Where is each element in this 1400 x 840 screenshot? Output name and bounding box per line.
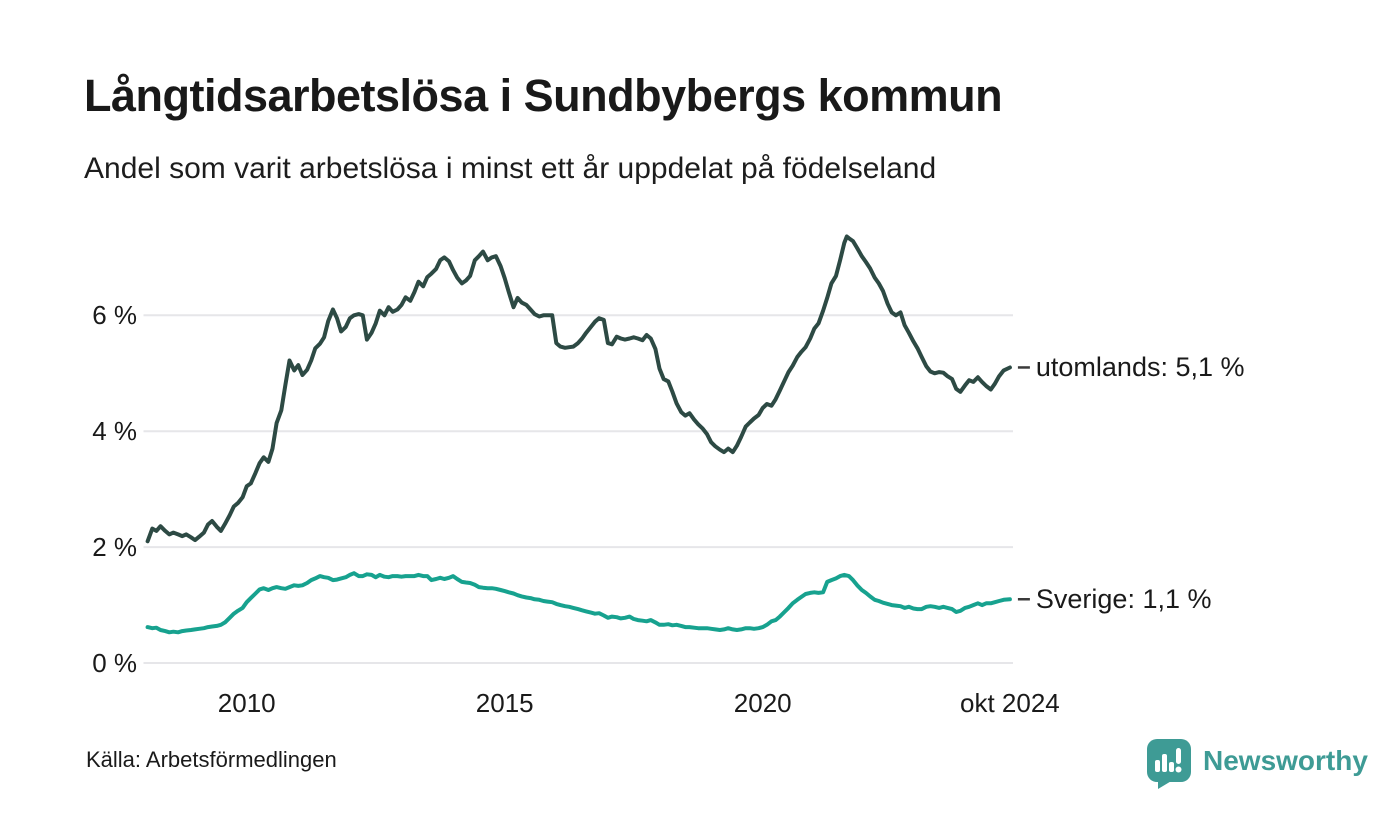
chart-title: Långtidsarbetslösa i Sundbybergs kommun (84, 70, 1003, 121)
y-tick-label: 0 % (92, 648, 137, 678)
bar-chart-bar-2 (1162, 754, 1167, 772)
speech-bubble-tail (1158, 778, 1173, 789)
source-note: Källa: Arbetsförmedlingen (86, 747, 337, 772)
exclamation-dot (1175, 766, 1182, 773)
speech-bubble-shape (1147, 739, 1191, 782)
series-line-Sverige (145, 571, 1012, 635)
exclamation-stem (1176, 748, 1181, 764)
brand-name: Newsworthy (1203, 745, 1368, 776)
y-tick-label: 6 % (92, 300, 137, 331)
brand-logo: Newsworthy (1146, 738, 1368, 790)
x-tick-label: 2020 (733, 688, 792, 718)
bar-chart-bar-1 (1155, 760, 1160, 772)
y-tick-label: 2 % (92, 532, 137, 563)
x-tick-label: 2015 (475, 688, 534, 718)
newsworthy-icon (1147, 739, 1191, 789)
series-line-utomlands (145, 234, 1012, 544)
y-tick-label: 4 % (92, 416, 137, 447)
bar-chart-bar-3 (1169, 762, 1174, 772)
x-tick-label: okt 2024 (960, 688, 1060, 718)
series-end-label-Sverige: Sverige: 1,1 % (1035, 584, 1212, 615)
x-tick-label: 2010 (217, 688, 276, 718)
chart-subtitle: Andel som varit arbetslösa i minst ett å… (84, 152, 937, 185)
series-end-label-utomlands: utomlands: 5,1 % (1035, 352, 1245, 383)
